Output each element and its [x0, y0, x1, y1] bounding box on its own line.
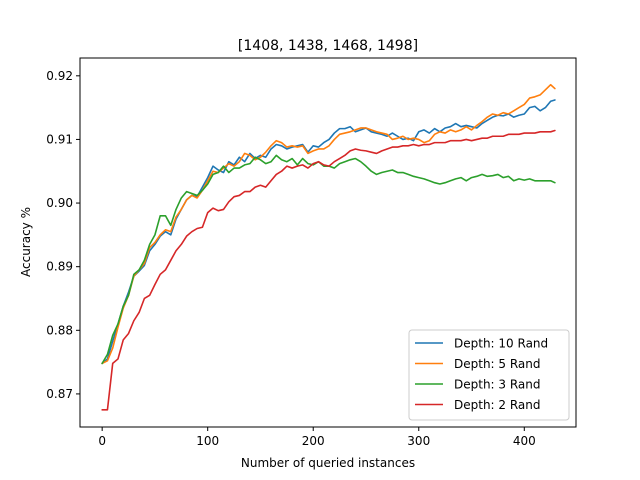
legend-label: Depth: 2 Rand: [454, 398, 541, 412]
x-tick-label: 400: [513, 434, 536, 448]
series-line-1: [101, 83, 556, 365]
x-axis-label: Number of queried instances: [241, 456, 415, 470]
legend-label: Depth: 3 Rand: [454, 378, 541, 392]
series-layer: [101, 83, 556, 411]
chart-title: [1408, 1438, 1468, 1498]: [238, 38, 418, 54]
x-tick-label: 300: [407, 434, 430, 448]
plot-frame: [79, 57, 577, 428]
series-line-3: [101, 129, 556, 411]
x-tick-label: 0: [98, 434, 106, 448]
y-tick-label: 0.92: [46, 69, 73, 83]
y-tick-label: 0.90: [46, 196, 73, 210]
axes-layer: 0 100 200 300 400 0.87 0.88 0.89 0.90 0.91 0.92: [46, 69, 535, 448]
y-tick-label: 0.88: [46, 323, 73, 337]
legend-label: Depth: 10 Rand: [454, 337, 548, 351]
y-tick-label: 0.91: [46, 132, 73, 146]
legend-box: [408, 329, 570, 421]
legend: Depth: 10 Rand Depth: 5 Rand Depth: 3 Rand…: [408, 329, 570, 421]
legend-label: Depth: 5 Rand: [454, 357, 541, 371]
x-tick-label: 200: [302, 434, 325, 448]
y-axis-label: Accuracy %: [19, 207, 33, 277]
y-tick-label: 0.89: [46, 260, 73, 274]
x-tick-label: 100: [196, 434, 219, 448]
y-tick-label: 0.87: [46, 387, 73, 401]
